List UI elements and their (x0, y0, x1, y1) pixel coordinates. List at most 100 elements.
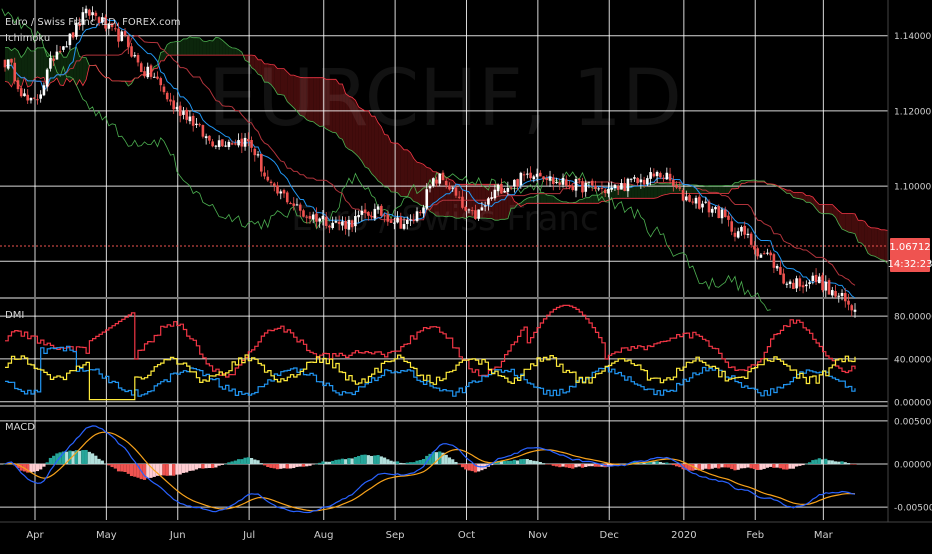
candle-body (633, 177, 636, 178)
candle-body (260, 154, 263, 172)
macd-histogram-bar (779, 464, 782, 468)
candle-body (383, 215, 386, 216)
macd-histogram-bar (256, 460, 259, 464)
candle-body (468, 209, 471, 210)
macd-histogram-bar (412, 462, 415, 464)
x-tick-label: Mar (814, 530, 834, 541)
candle-body (143, 71, 146, 76)
macd-histogram-bar (208, 464, 211, 468)
candle-body (591, 181, 594, 186)
macd-histogram-bar (396, 461, 399, 464)
cloud-segment (203, 41, 206, 55)
cloud-segment (190, 37, 193, 55)
candle-body (33, 98, 36, 99)
macd-histogram-bar (827, 460, 830, 464)
candle-body (289, 203, 292, 204)
candle-body (52, 59, 55, 61)
candle-body (555, 182, 558, 183)
candle-body (72, 32, 75, 37)
cloud-segment (391, 142, 394, 192)
candle-body (445, 181, 448, 185)
candle-body (263, 173, 266, 177)
candle-body (215, 146, 218, 147)
macd-histogram-bar (837, 462, 840, 464)
macd-histogram-bar (419, 460, 422, 464)
y-tick-label: -0.00500 (894, 504, 932, 514)
macd-histogram-bar (36, 464, 39, 471)
macd-histogram-bar (805, 464, 808, 465)
macd-histogram-bar (172, 464, 175, 476)
candle-body (497, 185, 500, 191)
candle-body (662, 178, 665, 179)
candle-body (432, 178, 435, 186)
candle-body (396, 217, 399, 222)
candle-body (646, 178, 649, 184)
candle-body (494, 190, 497, 199)
macd-histogram-bar (130, 464, 133, 476)
cloud-segment (187, 37, 190, 55)
macd-histogram-bar (594, 464, 597, 467)
macd-histogram-bar (785, 464, 788, 470)
macd-histogram-bar (406, 463, 409, 464)
candle-body (688, 195, 691, 202)
cloud-segment (404, 150, 407, 197)
candle-body (698, 197, 701, 209)
y-tick-label: 1.14000 (894, 32, 931, 42)
macd-histogram-bar (759, 464, 762, 470)
macd-histogram-bar (519, 459, 522, 464)
macd-histogram-bar (824, 459, 827, 464)
candle-body (205, 136, 208, 138)
candle-body (533, 176, 536, 179)
y-tick-label: 40.00000 (894, 355, 932, 365)
candle-body (617, 186, 620, 190)
macd-histogram-bar (166, 464, 169, 476)
cloud-segment (411, 153, 414, 202)
candle-body (799, 278, 802, 286)
macd-histogram-bar (49, 458, 52, 464)
macd-histogram-bar (659, 462, 662, 464)
macd-histogram-bar (185, 464, 188, 472)
macd-histogram-bar (243, 458, 246, 464)
candle-body (357, 215, 360, 217)
macd-histogram-bar (844, 462, 847, 464)
candle-body (442, 173, 445, 180)
candle-body (234, 143, 237, 144)
last-price-label: 1.06712 (889, 242, 930, 253)
macd-histogram-bar (143, 464, 146, 480)
candle-body (588, 182, 591, 183)
candle-body (825, 282, 828, 291)
candle-body (46, 69, 49, 86)
candle-body (562, 178, 565, 185)
candle-body (484, 206, 487, 207)
cloud-segment (216, 37, 219, 55)
macd-histogram-bar (850, 464, 853, 465)
candle-body (802, 285, 805, 287)
macd-histogram-bar (513, 460, 516, 464)
candle-body (594, 186, 597, 189)
candle-body (195, 124, 198, 125)
candle-body (536, 174, 539, 177)
candle-body (247, 139, 250, 141)
candle-body (250, 140, 253, 148)
macd-histogram-bar (542, 463, 545, 464)
dmi-label: DMI (5, 310, 24, 321)
macd-histogram-bar (101, 461, 104, 464)
cloud-segment (871, 228, 874, 256)
candle-body (792, 283, 795, 289)
cloud-segment (219, 38, 222, 55)
x-tick-label: Apr (26, 530, 44, 541)
macd-histogram-bar (750, 464, 753, 468)
macd-histogram-bar (260, 463, 263, 464)
candle-body (854, 310, 857, 312)
candle-body (224, 146, 227, 147)
macd-histogram-bar (776, 464, 779, 468)
macd-histogram-bar (548, 464, 551, 465)
macd-histogram-bar (218, 464, 221, 466)
macd-histogram-bar (529, 460, 532, 464)
macd-histogram-bar (279, 464, 282, 469)
macd-histogram-bar (675, 464, 678, 466)
cloud-segment (654, 182, 657, 198)
candle-body (237, 140, 240, 145)
macd-histogram-bar (341, 459, 344, 464)
